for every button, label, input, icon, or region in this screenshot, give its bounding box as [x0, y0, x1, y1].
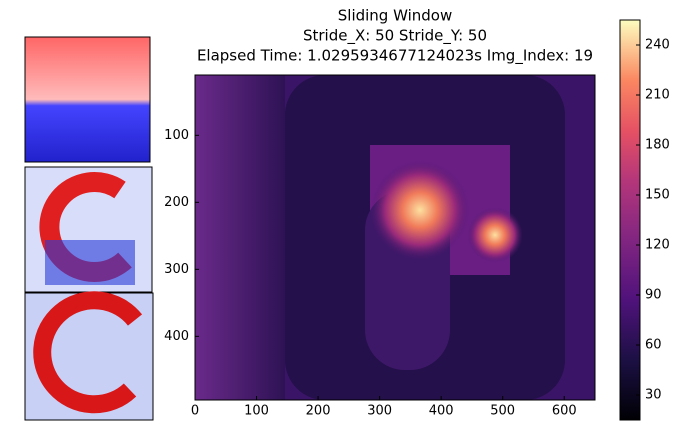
title-line: Elapsed Time: 1.0295934677124023s Img_In… — [197, 47, 593, 66]
colorbar-tick-label: 90 — [645, 288, 662, 303]
thumbnail — [24, 36, 151, 163]
y-tick-label: 300 — [164, 262, 189, 277]
thumbnails — [24, 36, 154, 421]
colorbar-tick-label: 210 — [645, 88, 670, 103]
colorbar-tick-label: 240 — [645, 38, 670, 53]
y-tick-label: 200 — [164, 195, 189, 210]
title-line: Sliding Window — [338, 7, 453, 25]
colorbar-tick-label: 180 — [645, 138, 670, 153]
colorbar-tick-label: 150 — [645, 188, 670, 203]
heatmap-hotspot — [467, 207, 523, 263]
colorbar-tick-label: 60 — [645, 338, 662, 353]
title-line: Stride_X: 50 Stride_Y: 50 — [303, 27, 487, 46]
x-tick-label: 500 — [490, 404, 515, 419]
plot-frame — [194, 74, 596, 401]
thumbnail-patch — [45, 240, 135, 285]
heatmap-image — [195, 75, 595, 400]
colorbar-tick-label: 120 — [645, 238, 670, 253]
thumbnail-arc — [33, 291, 143, 414]
x-tick-label: 600 — [552, 404, 577, 419]
heatmap-region — [195, 75, 285, 400]
colorbar — [619, 19, 641, 421]
x-tick-label: 300 — [367, 404, 392, 419]
x-tick-label: 400 — [429, 404, 454, 419]
x-tick-label: 100 — [244, 404, 269, 419]
x-tick-label: 200 — [306, 404, 331, 419]
colorbar-tick-label: 30 — [645, 388, 662, 403]
y-tick-label: 100 — [164, 128, 189, 143]
x-tick-label: 0 — [191, 404, 199, 419]
heatmap-hotspot — [370, 160, 470, 260]
y-tick-label: 400 — [164, 329, 189, 344]
